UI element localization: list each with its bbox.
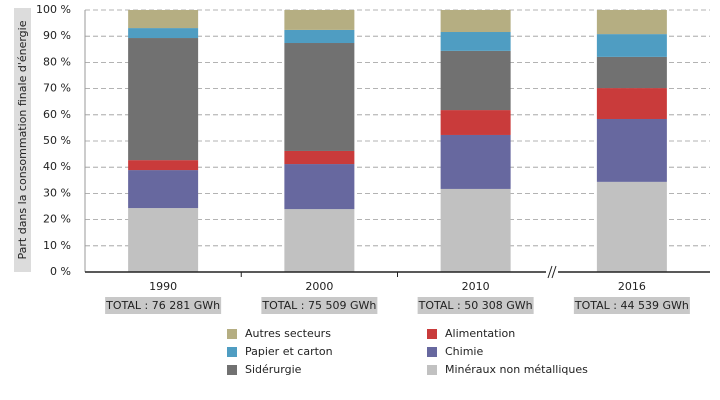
y-tick-label: 70 % — [43, 82, 71, 95]
x-tick-label: 2010 — [462, 280, 490, 293]
bar-segment — [440, 50, 511, 111]
bar-segment — [596, 56, 667, 89]
bar-segment — [284, 29, 355, 44]
y-tick-label: 20 % — [43, 213, 71, 226]
bar-segment — [128, 10, 199, 29]
y-tick-label: 50 % — [43, 134, 71, 147]
y-tick-label: 80 % — [43, 55, 71, 68]
bar-segment — [284, 209, 355, 272]
bar-segment — [284, 43, 355, 151]
y-tick-label: 100 % — [36, 3, 71, 16]
y-tick-label: 0 % — [50, 265, 71, 278]
bar-segment — [596, 10, 667, 35]
y-label-box — [14, 8, 31, 272]
x-tick-label: 2000 — [305, 280, 333, 293]
total-label: TOTAL : 50 308 GWh — [418, 299, 533, 312]
bar-segment — [128, 38, 199, 161]
total-label: TOTAL : 76 281 GWh — [105, 299, 220, 312]
total-box — [261, 297, 378, 314]
bar-segment — [440, 32, 511, 51]
y-axis-label: Part dans la consommation finale d'énerg… — [16, 20, 29, 259]
bar-segment — [284, 150, 355, 165]
legend-label: Sidérurgie — [245, 363, 302, 376]
bar-segment — [596, 181, 667, 272]
legend-label: Chimie — [445, 345, 483, 358]
bar-segment — [596, 34, 667, 57]
bar-segment — [440, 134, 511, 189]
total-box — [105, 297, 222, 314]
legend-label: Minéraux non métalliques — [445, 363, 588, 376]
x-tick-label: 1990 — [149, 280, 177, 293]
bar-segment — [440, 188, 511, 272]
bar-segment — [128, 28, 199, 39]
bar-segment — [440, 110, 511, 135]
legend-swatch — [227, 365, 237, 375]
y-tick-label: 90 % — [43, 29, 71, 42]
legend-label: Alimentation — [445, 327, 515, 340]
legend-swatch — [227, 347, 237, 357]
legend-swatch — [427, 365, 437, 375]
bar-segment — [128, 208, 199, 272]
bar-segment — [128, 170, 199, 209]
bar-segment — [284, 164, 355, 210]
legend-swatch — [427, 329, 437, 339]
total-label: TOTAL : 75 509 GWh — [261, 299, 376, 312]
legend-label: Autres secteurs — [245, 327, 331, 340]
y-tick-label: 40 % — [43, 160, 71, 173]
bar-segment — [596, 118, 667, 182]
legend-swatch — [427, 347, 437, 357]
legend-swatch — [227, 329, 237, 339]
bar-segment — [128, 160, 199, 171]
bar-segment — [284, 10, 355, 30]
legend-label: Papier et carton — [245, 345, 333, 358]
bar-segment — [440, 10, 511, 33]
total-label: TOTAL : 44 539 GWh — [574, 299, 689, 312]
total-box — [417, 297, 534, 314]
total-box — [573, 297, 690, 314]
bar-segment — [596, 88, 667, 119]
axis-break — [546, 264, 558, 279]
y-tick-label: 60 % — [43, 108, 71, 121]
y-tick-label: 30 % — [43, 186, 71, 199]
y-tick-label: 10 % — [43, 239, 71, 252]
x-tick-label: 2016 — [618, 280, 646, 293]
